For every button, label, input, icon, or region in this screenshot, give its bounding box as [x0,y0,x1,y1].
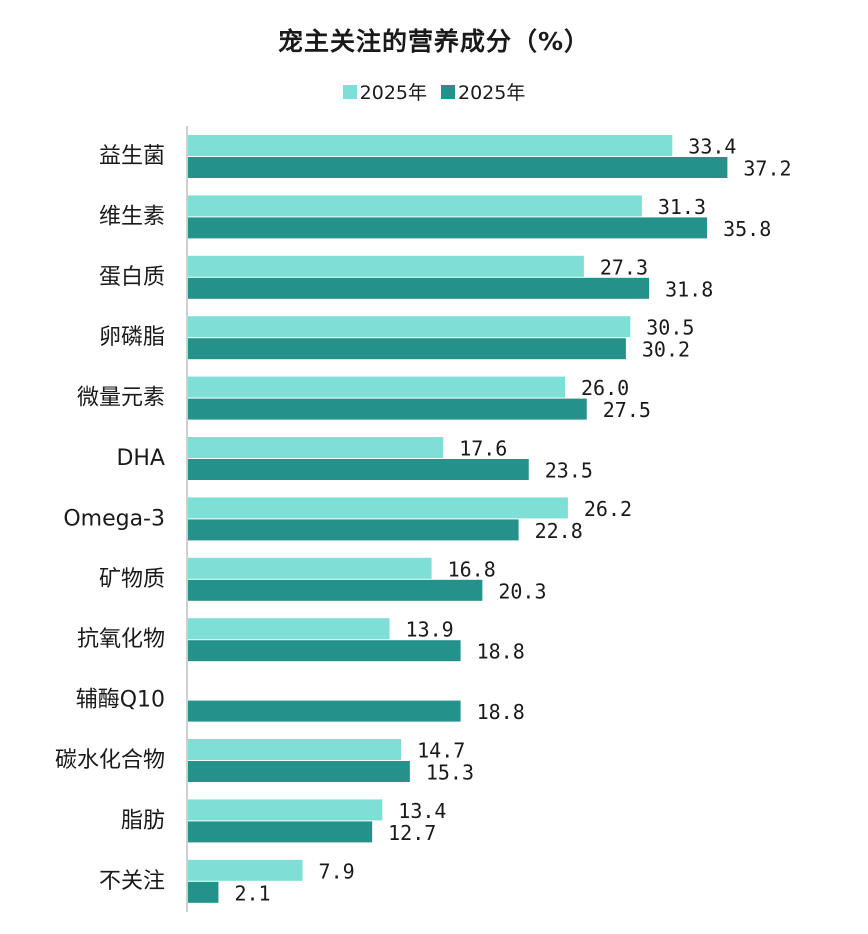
legend-item-series-2: 2025年 [441,78,525,105]
category-label: 抗氧化物 [77,627,165,652]
bar-series-1 [188,316,631,338]
category-label: DHA [116,446,165,471]
bar-series-1 [188,618,390,640]
bar-series-2 [188,579,483,601]
legend-swatch-series-2 [441,84,455,99]
legend-label-series-1: 2025年 [359,82,427,104]
data-label-series-1: 33.4 [688,135,736,159]
category-label: 矿物质 [99,567,165,592]
data-label-series-2: 2.1 [234,881,270,905]
data-label-series-2: 15.3 [426,761,474,785]
category-label: 不关注 [99,869,165,894]
category-label: 卵磷脂 [99,325,165,350]
bar-series-2 [188,398,587,420]
data-label-series-2: 35.8 [723,217,771,241]
legend: 2025年 2025年 [0,78,868,105]
data-label-series-2: 18.8 [477,700,525,724]
data-label-series-1: 27.3 [600,255,648,279]
bar-series-1 [188,557,432,579]
bar-series-2 [188,821,373,843]
data-label-series-1: 16.8 [448,557,496,581]
data-label-series-1: 30.5 [646,316,694,340]
data-label-series-1: 26.2 [584,497,632,521]
data-label-series-1: 14.7 [417,739,465,763]
bar-series-1 [188,135,673,156]
data-label-series-2: 31.8 [665,277,713,301]
data-label-series-1: 13.4 [398,799,446,823]
bar-series-2 [188,640,461,662]
data-label-series-2: 12.7 [388,821,436,845]
category-label: 辅酶Q10 [76,688,165,713]
legend-label-series-2: 2025年 [458,82,526,104]
data-label-series-1: 26.0 [581,376,629,400]
bar-series-2 [188,700,461,722]
category-label: Omega-3 [63,506,165,531]
bar-series-1 [188,859,303,881]
category-label: 蛋白质 [99,265,165,290]
bar-series-1 [188,255,584,277]
bar-series-2 [188,761,410,782]
bar-series-1 [188,799,383,821]
legend-swatch-series-1 [342,84,357,99]
data-label-series-2: 37.2 [743,157,791,181]
category-label: 微量元素 [77,386,165,411]
category-label: 维生素 [99,204,165,229]
data-label-series-2: 23.5 [545,459,593,483]
category-label: 益生菌 [99,144,165,169]
bar-series-2 [188,157,728,178]
bar-series-2 [188,338,626,360]
data-label-series-2: 18.8 [477,640,525,664]
bar-series-1 [188,376,565,398]
bar-series-1 [188,497,568,519]
bar-series-2 [188,519,519,541]
data-label-series-2: 20.3 [498,579,546,603]
data-label-series-1: 31.3 [658,195,706,219]
bar-series-2 [188,277,650,299]
category-label: 脂肪 [121,808,165,833]
data-label-series-2: 30.2 [642,338,690,362]
legend-item-series-1: 2025年 [342,78,427,105]
data-label-series-2: 22.8 [535,519,583,543]
bar-series-1 [188,739,402,760]
bar-series-1 [188,195,642,217]
bar-series-1 [188,437,444,458]
data-label-series-2: 27.5 [603,398,651,422]
data-label-series-1: 17.6 [459,437,507,461]
bar-series-2 [188,217,708,239]
bar-series-2 [188,881,219,903]
data-label-series-1: 13.9 [406,618,454,642]
data-label-series-1: 7.9 [319,859,355,883]
category-label: 碳水化合物 [55,748,165,773]
chart-title: 宠主关注的营养成分（%） [277,27,591,56]
bar-series-2 [188,459,529,480]
